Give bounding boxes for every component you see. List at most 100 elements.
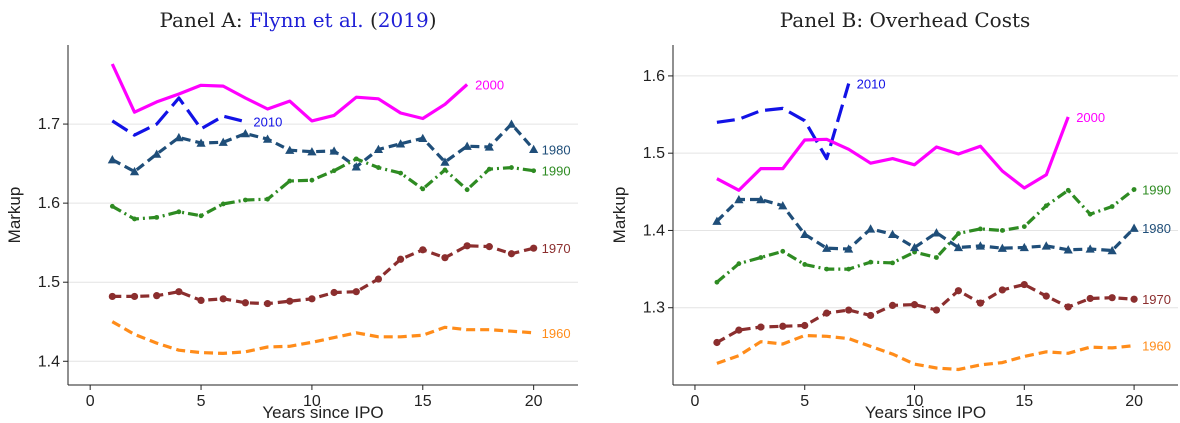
chart-1-point-1980 [396,139,406,148]
chart-1-point-1990 [442,167,448,173]
chart-1-point-1980 [529,144,539,154]
chart-1-point-1970 [108,292,116,301]
chart-2-point-1990 [890,260,895,266]
chart-1-point-1970 [153,292,161,300]
chart-2-point-1990 [1087,211,1093,217]
chart-2-series-label-2000: 2000 [1076,110,1105,125]
chart-2-point-1980 [931,228,942,237]
chart-2-series-2010: 2010 [716,77,886,161]
chart-1-point-1990 [198,213,204,219]
chart-1-point-1970 [308,295,316,303]
chart-1-ytick-label: 1.7 [38,116,60,133]
chart-1-series-label-1960: 1960 [542,326,571,341]
chart-1-point-1990 [509,165,514,170]
chart-2-point-1980 [975,241,985,250]
chart-1-point-1980 [307,147,317,156]
chart-1-point-1990 [220,201,226,207]
chart-1-point-1980 [196,138,206,147]
chart-2-point-1970 [976,299,984,307]
chart-2-point-1980 [953,242,964,252]
chart-2-point-1980 [844,244,854,253]
chart-2-point-1970 [954,287,963,295]
chart-2-point-1970 [1108,294,1116,302]
chart-2-point-1990 [868,259,874,265]
chart-2-point-1980 [887,229,898,238]
chart-1-point-1970 [507,250,516,258]
chart-1-point-1980 [240,128,250,138]
chart-2-point-1980 [1129,223,1139,232]
chart-2-point-1980 [997,243,1007,252]
chart-1-line-1970 [112,244,535,306]
chart-2-x-axis-title: Years since IPO [865,403,986,422]
chart-2-line-2010 [716,83,851,161]
chart-1-series-label-1990: 1990 [542,164,571,179]
chart-2-ytick-label: 1.3 [643,300,665,317]
chart-2-line-2000 [716,116,1070,192]
chart-2-point-1990 [780,248,786,254]
chart-2-line-1960 [716,333,1135,372]
chart-1-point-1990 [176,209,182,215]
chart-2-point-1990 [758,255,764,260]
panel-a-citation-year: 2019 [378,8,429,32]
chart-1-point-1980 [351,162,361,171]
chart-2-point-1990 [1021,224,1027,229]
chart-2-series-2000: 2000 [716,110,1105,192]
chart-1-point-1970 [374,275,383,283]
chart-2-point-1970 [1042,292,1050,300]
chart-2-xtick-label: 20 [1125,393,1143,410]
chart-1-point-1990 [376,165,381,170]
chart-1-point-1970 [286,297,294,305]
chart-2-point-1970 [867,311,875,320]
chart-1-xtick-label: 20 [525,393,543,410]
chart-1-point-1970 [419,246,427,254]
chart-1-line-2010 [111,96,246,137]
chart-1-point-1970 [485,243,493,251]
chart-2-ytick-label: 1.6 [643,68,665,85]
chart-1-point-1990 [353,156,359,162]
chart-1-series-1990: 1990 [109,156,571,222]
chart-1-point-1980 [129,166,140,176]
chart-2-series-1980: 1980 [712,194,1171,255]
chart-1-point-1970 [352,288,360,296]
chart-2-point-1970 [735,326,743,334]
chart-1-point-1970 [330,288,338,297]
chart-2-point-1990 [956,231,961,236]
chart-1-point-1990 [109,203,115,209]
chart-2-series-label-1960: 1960 [1142,339,1171,354]
chart-1-series-1980: 1980 [107,119,571,176]
chart-1-point-1980 [373,144,384,154]
chart-1-point-1970 [219,295,227,303]
chart-2-point-1980 [866,224,876,233]
chart-1-point-1980 [218,137,228,146]
panel-a-chart: 1.4 1.5 1.6 1.7 0 5 10 15 20 Years since IPO Marku… [5,45,578,422]
chart-1-line-1990 [111,157,534,221]
chart-2-point-1980 [822,243,832,252]
chart-1-ytick-label: 1.6 [38,195,60,212]
chart-1-point-1990 [486,166,492,172]
chart-1-point-1980 [152,149,162,158]
chart-1-point-1970 [197,296,205,304]
chart-1-x-axis-title: Years since IPO [262,403,383,422]
chart-1-series-label-2010: 2010 [253,115,282,130]
chart-2-point-1980 [734,194,744,204]
chart-1-point-1990 [265,196,270,202]
chart-1-point-1970 [175,288,183,296]
chart-2-point-1980 [909,242,920,252]
chart-1-point-1980 [418,133,428,142]
chart-2-point-1980 [778,201,788,210]
chart-1-point-1990 [309,177,315,183]
chart-2-point-1990 [846,266,852,272]
chart-1-series-2010: 2010 [111,96,282,137]
chart-1-point-1990 [420,186,426,192]
chart-1-series-1960: 1960 [111,320,571,355]
chart-2-line-1970 [716,282,1135,344]
chart-2-point-1980 [800,229,810,238]
chart-2-point-1990 [802,262,808,267]
chart-2-point-1970 [823,309,831,317]
chart-1-ytick-label: 1.4 [38,353,60,370]
chart-2-series-label-1990: 1990 [1142,183,1171,198]
chart-1-point-1990 [154,214,160,220]
chart-2-point-1970 [910,301,919,309]
chart-2-point-1970 [888,301,897,310]
